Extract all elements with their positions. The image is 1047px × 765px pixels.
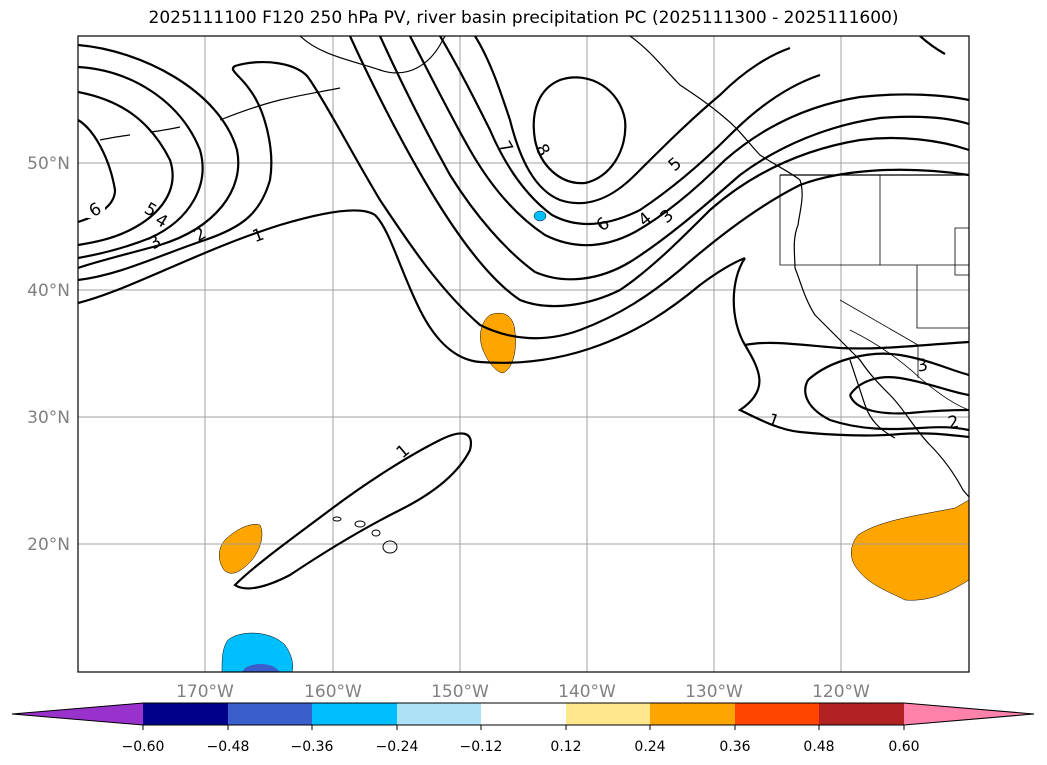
colorbar-bin (566, 703, 650, 725)
contour-label: 2 (946, 412, 960, 434)
colorbar-tick-label: −0.24 (376, 739, 419, 755)
colorbar-bin (735, 703, 819, 725)
precip-anomaly-orange-east (851, 499, 969, 601)
colorbar-bin (819, 703, 904, 725)
map-frame (77, 35, 970, 673)
colorbar-tick-label: 0.24 (634, 739, 665, 755)
colorbar-tick-label: −0.12 (460, 739, 503, 755)
lon-label: 130°W (685, 682, 743, 702)
gridlines (78, 36, 969, 672)
lon-label: 170°W (176, 682, 234, 702)
precip-anomaly-darkblue-south (242, 663, 280, 672)
colorbar-bin (312, 703, 397, 725)
colorbar-tick-label: −0.48 (207, 739, 250, 755)
colorbar-tick-label: 0.36 (719, 739, 750, 755)
precip-anomaly-blue-small (533, 210, 547, 222)
colorbar-extend-high (904, 703, 1034, 725)
lon-label: 140°W (558, 682, 616, 702)
colorbar-bin (397, 703, 481, 725)
contour-label: 3 (915, 355, 929, 377)
lat-label: 40°N (27, 281, 70, 301)
colorbar-tick-label: 0.12 (550, 739, 581, 755)
colorbar-bin (228, 703, 312, 725)
map-title: 2025111100 F120 250 hPa PV, river basin … (148, 8, 899, 28)
precip-anomaly-orange-west (219, 524, 263, 574)
colorbar-tick-label: 0.60 (888, 739, 919, 755)
colorbar-bin (481, 703, 566, 725)
lon-label: 120°W (812, 682, 870, 702)
colorbar-bin (143, 703, 228, 725)
colorbar-tick-label: 0.48 (803, 739, 834, 755)
colorbar-bin (650, 703, 735, 725)
map-background (78, 36, 969, 672)
longitude-labels: 170°W 160°W 150°W 140°W 130°W 120°W (176, 682, 870, 702)
colorbar-tick-label: −0.36 (291, 739, 334, 755)
lon-label: 150°W (431, 682, 489, 702)
colorbar-tick-label: −0.60 (122, 739, 165, 755)
lon-label: 160°W (304, 682, 362, 702)
latitude-labels: 50°N 40°N 30°N 20°N (27, 154, 70, 555)
pv-contours (78, 36, 969, 590)
lat-label: 50°N (27, 154, 70, 174)
hawaiian-islands (332, 516, 398, 554)
colorbar: −0.60 −0.48 −0.36 −0.24 −0.12 0.12 0.24 … (11, 702, 1035, 755)
precip-anomaly-blue-south (221, 632, 293, 672)
lat-label: 20°N (27, 535, 70, 555)
colorbar-extend-low (12, 703, 143, 725)
lat-label: 30°N (27, 408, 70, 428)
